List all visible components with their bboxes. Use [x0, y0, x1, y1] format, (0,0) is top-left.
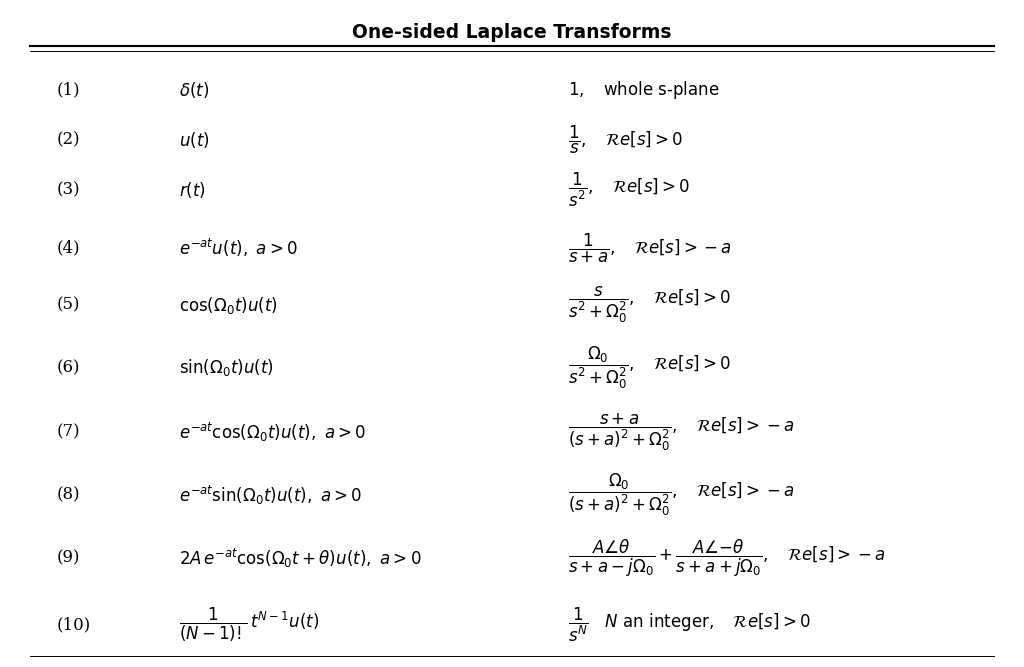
Text: $\dfrac{s+a}{(s+a)^2+\Omega_0^2}, \quad \mathcal{R}e[s]>-a$: $\dfrac{s+a}{(s+a)^2+\Omega_0^2}, \quad …: [568, 412, 795, 453]
Text: $e^{-at}\sin(\Omega_0 t)u(t), \ a>0$: $e^{-at}\sin(\Omega_0 t)u(t), \ a>0$: [179, 484, 362, 506]
Text: (5): (5): [56, 297, 80, 313]
Text: $\cos(\Omega_0 t)u(t)$: $\cos(\Omega_0 t)u(t)$: [179, 295, 279, 315]
Text: (7): (7): [56, 424, 80, 440]
Text: $\dfrac{A\angle\theta}{s+a-j\Omega_0}+\dfrac{A\angle{-\theta}}{s+a+j\Omega_0}, \: $\dfrac{A\angle\theta}{s+a-j\Omega_0}+\d…: [568, 538, 886, 578]
Text: $\dfrac{1}{s}, \quad \mathcal{R}e[s]>0$: $\dfrac{1}{s}, \quad \mathcal{R}e[s]>0$: [568, 124, 684, 156]
Text: (4): (4): [56, 239, 80, 257]
Text: (3): (3): [56, 181, 80, 199]
Text: $\dfrac{s}{s^2+\Omega_0^2}, \quad \mathcal{R}e[s]>0$: $\dfrac{s}{s^2+\Omega_0^2}, \quad \mathc…: [568, 285, 731, 325]
Text: $\dfrac{1}{s+a}, \quad \mathcal{R}e[s]>-a$: $\dfrac{1}{s+a}, \quad \mathcal{R}e[s]>-…: [568, 231, 732, 265]
Text: One-sided Laplace Transforms: One-sided Laplace Transforms: [352, 23, 672, 41]
Text: $\sin(\Omega_0 t)u(t)$: $\sin(\Omega_0 t)u(t)$: [179, 358, 273, 378]
Text: $e^{-at}\cos(\Omega_0 t)u(t), \ a>0$: $e^{-at}\cos(\Omega_0 t)u(t), \ a>0$: [179, 420, 367, 444]
Text: (1): (1): [56, 81, 80, 99]
Text: $\dfrac{\Omega_0}{(s+a)^2+\Omega_0^2}, \quad \mathcal{R}e[s]>-a$: $\dfrac{\Omega_0}{(s+a)^2+\Omega_0^2}, \…: [568, 472, 795, 518]
Text: (6): (6): [56, 360, 80, 376]
Text: $\dfrac{\Omega_0}{s^2+\Omega_0^2}, \quad \mathcal{R}e[s]>0$: $\dfrac{\Omega_0}{s^2+\Omega_0^2}, \quad…: [568, 345, 731, 391]
Text: $\dfrac{1}{s^2}, \quad \mathcal{R}e[s]>0$: $\dfrac{1}{s^2}, \quad \mathcal{R}e[s]>0…: [568, 171, 690, 209]
Text: $\delta(t)$: $\delta(t)$: [179, 80, 210, 100]
Text: $u(t)$: $u(t)$: [179, 130, 210, 150]
Text: $\dfrac{1}{s^N} \quad N \text{ an integer}, \quad \mathcal{R}e[s]>0$: $\dfrac{1}{s^N} \quad N \text{ an intege…: [568, 606, 811, 644]
Text: $r(t)$: $r(t)$: [179, 180, 206, 200]
Text: $1, \quad \text{whole s-plane}$: $1, \quad \text{whole s-plane}$: [568, 79, 720, 101]
Text: (9): (9): [56, 550, 80, 566]
Text: (8): (8): [56, 486, 80, 504]
Text: (2): (2): [56, 131, 80, 149]
Text: $2A\,e^{-at}\cos(\Omega_0 t+\theta)u(t), \ a>0$: $2A\,e^{-at}\cos(\Omega_0 t+\theta)u(t),…: [179, 546, 422, 570]
Text: (10): (10): [56, 616, 90, 634]
Text: $\dfrac{1}{(N-1)!}\,t^{N-1}u(t)$: $\dfrac{1}{(N-1)!}\,t^{N-1}u(t)$: [179, 606, 319, 644]
Text: $e^{-at}u(t), \ a>0$: $e^{-at}u(t), \ a>0$: [179, 237, 298, 259]
